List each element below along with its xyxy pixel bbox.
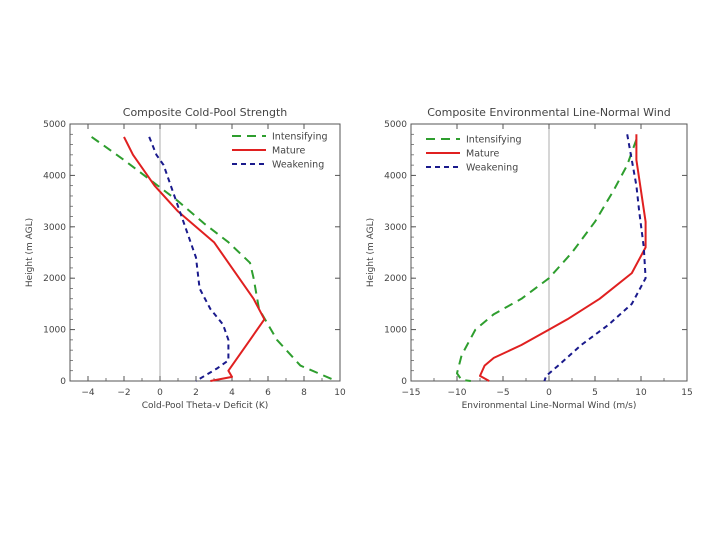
- y-tick-label: 1000: [384, 326, 407, 336]
- legend-label-mature: Mature: [466, 149, 499, 160]
- chart-title: Composite Environmental Line-Normal Wind: [427, 106, 671, 119]
- legend-label-intensifying: Intensifying: [466, 135, 522, 146]
- plot-frame: [69, 123, 341, 382]
- x-tick-label: 8: [301, 388, 307, 398]
- y-tick-label: 5000: [43, 120, 66, 130]
- x-tick-label: 15: [681, 388, 692, 398]
- x-tick-label: 0: [157, 388, 163, 398]
- y-tick-label: 1000: [43, 326, 66, 336]
- x-tick-label: 2: [193, 388, 199, 398]
- x-tick-label: −10: [448, 388, 467, 398]
- chart-title: Composite Cold-Pool Strength: [123, 106, 287, 119]
- y-tick-label: 2000: [384, 274, 407, 284]
- legend-label-weakening: Weakening: [466, 163, 518, 174]
- x-axis-label: Environmental Line-Normal Wind (m/s): [462, 401, 637, 411]
- y-tick-label: 2000: [43, 274, 66, 284]
- legend-label-intensifying: Intensifying: [272, 132, 328, 143]
- series-line-mature: [479, 134, 647, 382]
- y-axis-label: Height (m AGL): [25, 218, 35, 287]
- x-tick-label: −4: [81, 388, 95, 398]
- series-line-weakening: [543, 134, 647, 382]
- y-tick-label: 4000: [384, 171, 407, 181]
- x-tick-label: 4: [229, 388, 235, 398]
- y-tick-label: 0: [401, 377, 407, 387]
- y-tick-label: 5000: [384, 120, 407, 130]
- x-tick-label: −5: [496, 388, 509, 398]
- left-chart: −4 −2 0 2 4 6 8 10 0 1000 2000 3000 4000 5000 Composit…: [25, 106, 346, 411]
- x-tick-label: 10: [334, 388, 346, 398]
- x-tick-label: 0: [546, 388, 552, 398]
- x-tick-label: −15: [402, 388, 421, 398]
- series-line-intensifying: [91, 136, 337, 382]
- x-tick-label: 6: [265, 388, 271, 398]
- y-tick-label: 3000: [384, 223, 407, 233]
- x-axis-label: Cold-Pool Theta-v Deficit (K): [142, 401, 269, 411]
- series-line-weakening: [148, 136, 230, 382]
- x-tick-label: −2: [117, 388, 130, 398]
- right-chart: −15 −10 −5 0 5 10 15 0 1000 2000 3000 4000 5000 Compo…: [366, 106, 693, 411]
- y-tick-label: 4000: [43, 171, 66, 181]
- series-line-mature: [123, 136, 266, 382]
- x-tick-label: 5: [592, 388, 598, 398]
- x-tick-label: 10: [635, 388, 647, 398]
- legend-label-mature: Mature: [272, 146, 305, 157]
- y-axis-label: Height (m AGL): [366, 218, 376, 287]
- y-tick-label: 3000: [43, 223, 66, 233]
- y-tick-label: 0: [60, 377, 66, 387]
- series-line-intensifying: [456, 139, 638, 382]
- legend-label-weakening: Weakening: [272, 160, 324, 171]
